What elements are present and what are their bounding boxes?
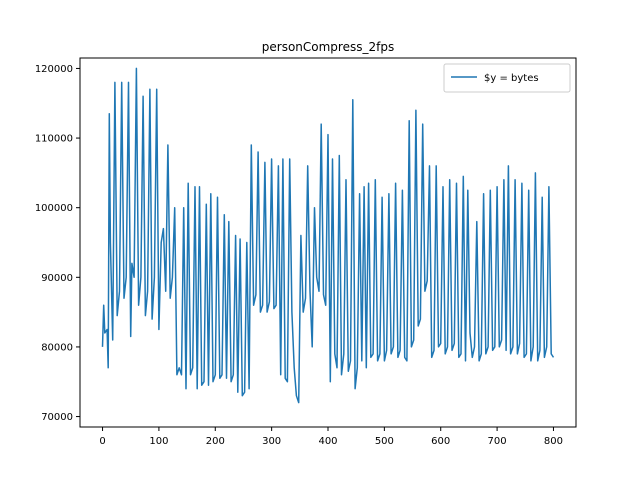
y-axis: 70000 80000 90000 100000 110000 120000 xyxy=(35,64,80,423)
x-tick-label: 500 xyxy=(375,436,394,447)
legend-entry-label: $y = bytes xyxy=(484,73,539,84)
x-tick-label: 100 xyxy=(149,436,168,447)
y-tick-label: 120000 xyxy=(35,64,73,75)
x-tick-label: 600 xyxy=(431,436,450,447)
x-tick-label: 0 xyxy=(99,436,105,447)
x-tick-label: 300 xyxy=(262,436,281,447)
legend: $y = bytes xyxy=(443,63,571,93)
y-tick-label: 90000 xyxy=(41,273,73,284)
plot-area: 0 100 200 300 400 500 600 700 800 70000 80000 9000… xyxy=(35,57,577,447)
legend-box xyxy=(443,63,571,93)
y-tick-label: 80000 xyxy=(41,342,73,353)
x-tick-label: 800 xyxy=(544,436,563,447)
y-tick-label: 70000 xyxy=(41,412,73,423)
x-tick-label: 400 xyxy=(318,436,337,447)
x-tick-label: 700 xyxy=(488,436,507,447)
x-tick-label: 200 xyxy=(206,436,225,447)
x-axis: 0 100 200 300 400 500 600 700 800 xyxy=(99,427,563,447)
y-tick-label: 110000 xyxy=(35,134,73,145)
chart-title: personCompress_2fps xyxy=(262,40,394,54)
y-tick-label: 100000 xyxy=(35,203,73,214)
series-line xyxy=(101,67,555,404)
